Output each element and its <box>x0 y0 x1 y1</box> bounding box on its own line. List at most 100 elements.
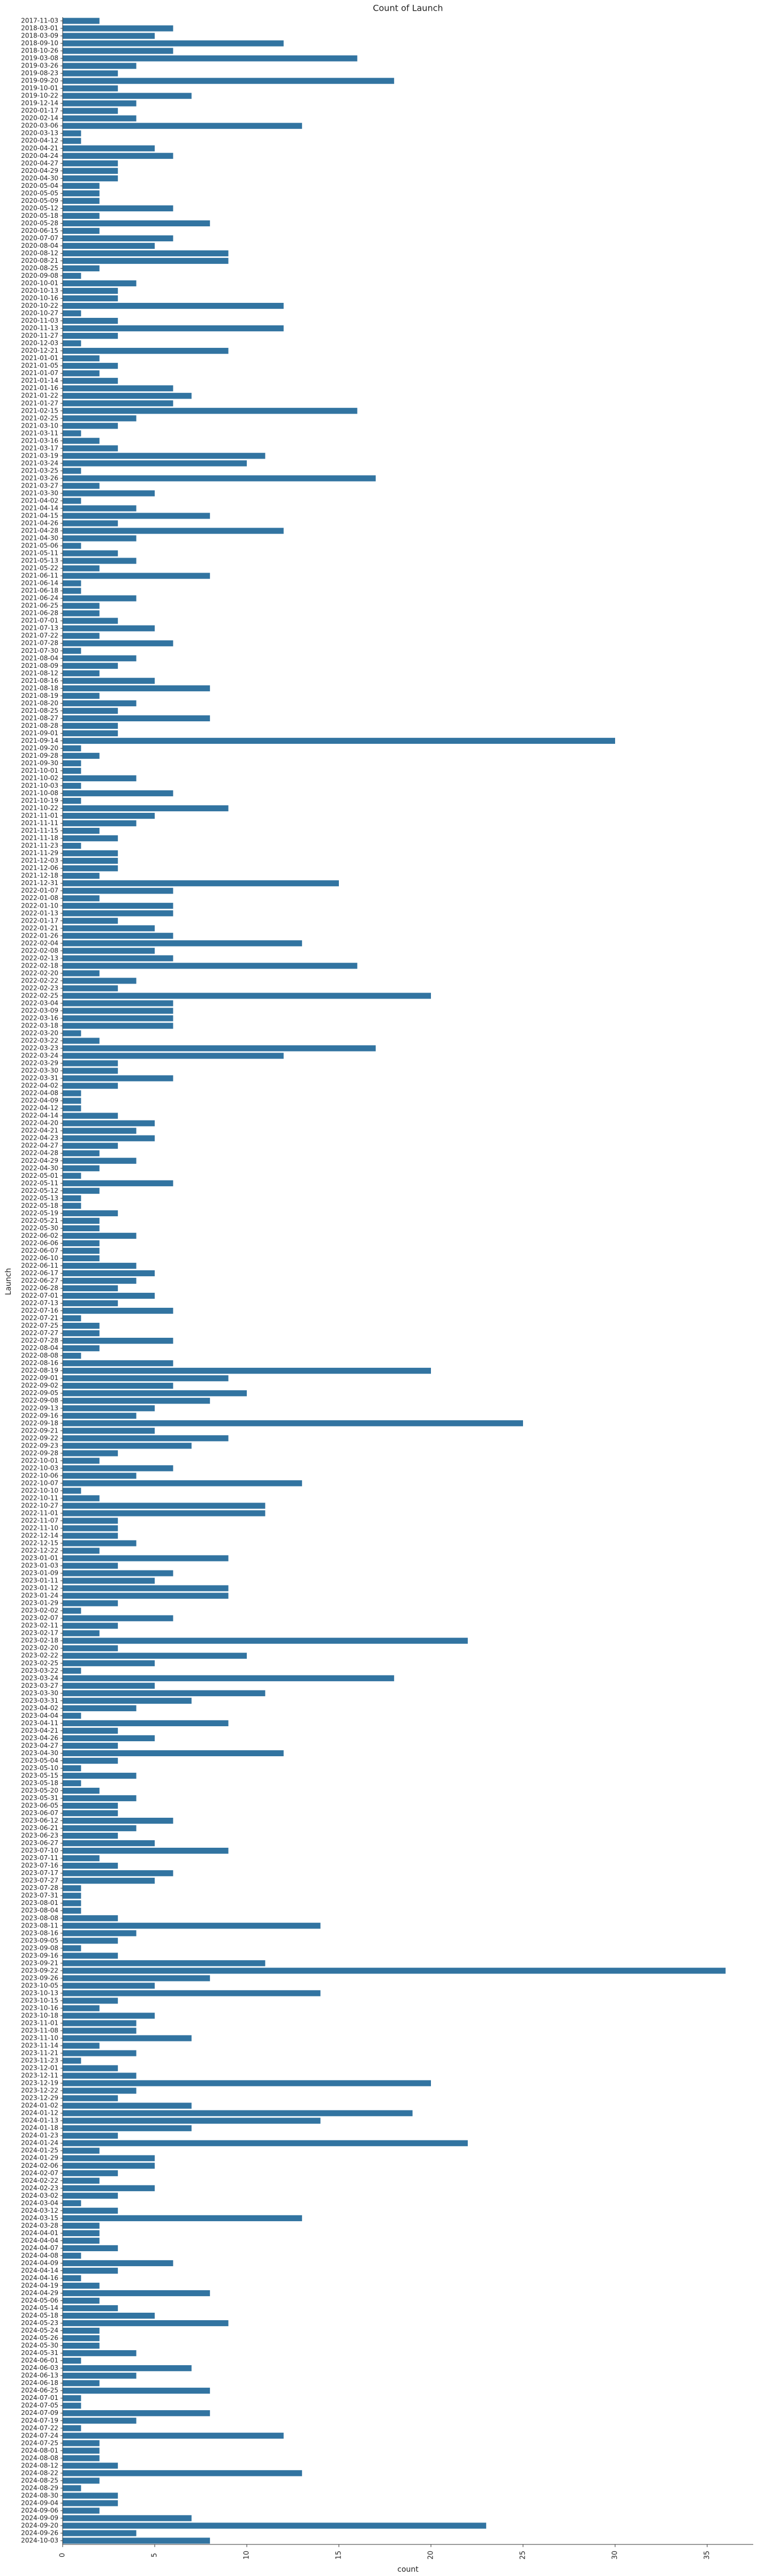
bar <box>63 1503 266 1509</box>
y-tick-label: 2021-09-20 <box>21 744 58 752</box>
y-tick-label: 2021-06-11 <box>21 572 58 580</box>
y-tick-label: 2021-06-18 <box>21 587 58 595</box>
bar <box>63 1750 284 1757</box>
bar <box>63 385 173 392</box>
bar <box>63 2207 118 2214</box>
y-tick-label: 2021-09-28 <box>21 752 58 759</box>
y-tick-label: 2023-09-21 <box>21 1959 58 1967</box>
y-tick-label: 2023-05-15 <box>21 1772 58 1779</box>
bar <box>63 1345 100 1352</box>
y-tick-label: 2023-04-30 <box>21 1749 58 1757</box>
bar <box>63 1810 118 1817</box>
y-tick-label: 2024-04-29 <box>21 2289 58 2297</box>
bar <box>63 610 100 616</box>
y-tick-label: 2021-04-28 <box>21 527 58 535</box>
bar <box>63 1277 137 1284</box>
bar <box>63 2350 137 2357</box>
y-tick-label: 2021-10-01 <box>21 767 58 774</box>
bar <box>63 212 100 219</box>
bar <box>63 588 81 594</box>
bar <box>63 993 431 999</box>
bar <box>63 483 100 489</box>
bar <box>63 528 284 534</box>
y-tick-label: 2022-09-02 <box>21 1382 58 1389</box>
y-tick-label: 2022-04-28 <box>21 1149 58 1157</box>
bar <box>63 1983 155 1989</box>
x-tick-label: 15 <box>335 2551 343 2560</box>
y-tick-label: 2024-08-29 <box>21 2484 58 2491</box>
y-tick-label: 2022-04-23 <box>21 1134 58 1142</box>
bar <box>63 1660 155 1666</box>
y-tick-label: 2024-04-04 <box>21 2237 58 2244</box>
y-tick-label: 2022-10-03 <box>21 1464 58 1472</box>
bar <box>63 2365 192 2372</box>
y-tick-label: 2022-06-27 <box>21 1277 58 1284</box>
y-tick-label: 2023-11-21 <box>21 2049 58 2057</box>
bar <box>63 265 100 272</box>
y-tick-label: 2021-10-22 <box>21 804 58 812</box>
bar <box>63 2087 137 2094</box>
bar <box>63 2537 210 2544</box>
bar <box>63 715 210 721</box>
bar <box>63 1878 155 1884</box>
y-tick-label: 2022-01-07 <box>21 887 58 894</box>
y-tick-label: 2022-07-25 <box>21 1322 58 1329</box>
bar <box>63 797 81 804</box>
y-tick-label: 2020-05-05 <box>21 189 58 197</box>
bar <box>63 1563 118 1569</box>
bar <box>63 1720 229 1726</box>
y-tick-label: 2022-07-01 <box>21 1292 58 1299</box>
y-tick-label: 2021-09-01 <box>21 729 58 737</box>
y-tick-label: 2021-06-25 <box>21 602 58 609</box>
y-tick-label: 2022-03-23 <box>21 1045 58 1052</box>
y-tick-label: 2024-03-04 <box>21 2199 58 2207</box>
bar <box>63 2297 100 2304</box>
y-tick-label: 2021-07-28 <box>21 639 58 647</box>
y-tick-label: 2022-10-01 <box>21 1457 58 1464</box>
y-tick-label: 2022-06-17 <box>21 1269 58 1277</box>
bar <box>63 550 118 557</box>
bar <box>63 1675 395 1681</box>
y-tick-label: 2022-07-27 <box>21 1329 58 1337</box>
bar <box>63 940 302 947</box>
y-tick-label: 2021-09-14 <box>21 737 58 744</box>
bar <box>63 317 118 324</box>
y-tick-label: 2022-02-18 <box>21 962 58 969</box>
y-tick-label: 2024-06-13 <box>21 2372 58 2379</box>
y-tick-label: 2022-08-04 <box>21 1344 58 1352</box>
y-tick-label: 2022-06-06 <box>21 1239 58 1247</box>
bar <box>63 468 81 474</box>
bar <box>63 2343 100 2349</box>
bar <box>63 423 118 429</box>
bar <box>63 730 118 737</box>
bar <box>63 2050 137 2056</box>
bar <box>63 1968 726 1974</box>
bar <box>63 138 81 144</box>
bar <box>63 167 118 174</box>
bar <box>63 1735 155 1742</box>
y-tick-label: 2022-04-14 <box>21 1112 58 1119</box>
bar <box>63 1945 81 1952</box>
y-tick-label: 2018-09-10 <box>21 40 58 47</box>
y-tick-label: 2022-05-11 <box>21 1179 58 1187</box>
bar <box>63 1390 247 1397</box>
bar <box>63 1210 118 1216</box>
y-tick-label: 2020-11-27 <box>21 332 58 339</box>
bar <box>63 835 118 842</box>
bar <box>63 475 376 482</box>
y-tick-label: 2022-05-19 <box>21 1209 58 1217</box>
bar <box>63 1817 173 1824</box>
y-tick-label: 2023-09-05 <box>21 1937 58 1944</box>
y-tick-label: 2024-08-25 <box>21 2476 58 2484</box>
y-tick-label: 2022-10-27 <box>21 1502 58 1509</box>
y-tick-label: 2021-01-07 <box>21 369 58 377</box>
bar <box>63 2290 210 2297</box>
bar <box>63 1090 81 1096</box>
bar <box>63 1990 321 1996</box>
y-tick-label: 2019-03-26 <box>21 62 58 70</box>
bar <box>63 1863 118 1869</box>
y-tick-label: 2023-10-05 <box>21 1981 58 1989</box>
bar <box>63 948 155 954</box>
y-tick-label: 2022-06-28 <box>21 1284 58 1292</box>
y-tick-label: 2021-03-19 <box>21 452 58 459</box>
